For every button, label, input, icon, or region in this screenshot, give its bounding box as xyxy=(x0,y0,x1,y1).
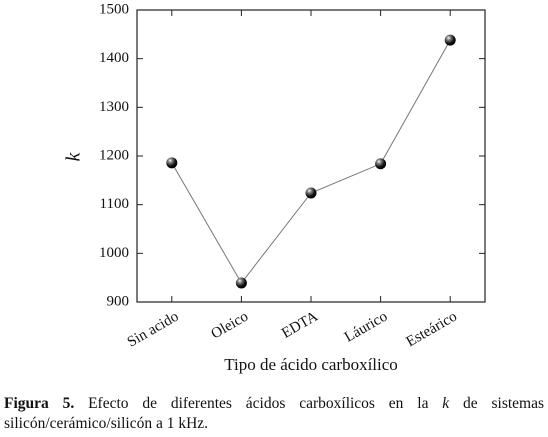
y-tick-label: 1300 xyxy=(99,99,129,115)
marker xyxy=(235,277,247,289)
y-tick-label: 1100 xyxy=(100,196,129,212)
x-tick-label: Esteárico xyxy=(404,309,460,351)
marker xyxy=(375,158,387,170)
y-axis-label: k xyxy=(63,151,85,161)
x-tick-label: Sin acido xyxy=(125,309,182,351)
marker xyxy=(166,157,178,169)
chart: k Tipo de ácido carboxílico 900 1000 1100 1… xyxy=(63,1,486,374)
line xyxy=(171,39,451,284)
y-tick-label: 1500 xyxy=(99,1,129,17)
x-tick-label: EDTA xyxy=(279,309,321,342)
marker xyxy=(444,34,456,46)
caption-text: Efecto de diferentes ácidos carboxílicos… xyxy=(88,395,429,412)
caption-symbol: k xyxy=(442,395,450,412)
y-tick-label: 900 xyxy=(107,293,130,309)
marker xyxy=(305,187,317,199)
y-tick-label: 1200 xyxy=(99,147,129,163)
y-tick-label: 1000 xyxy=(99,245,129,261)
x-axis-label: Tipo de ácido carboxílico xyxy=(224,355,398,374)
caption: Figura 5. Efecto de diferentes ácidos ca… xyxy=(4,394,544,434)
plot-frame xyxy=(136,9,486,303)
x-tick-label: Láurico xyxy=(342,309,390,346)
x-tick-label: Oleico xyxy=(208,309,251,343)
caption-text: de sistemas silicón/cerámico/silicón a 1… xyxy=(4,395,545,432)
caption-label: Figura 5. xyxy=(4,395,75,412)
y-tick-label: 1400 xyxy=(99,50,129,66)
